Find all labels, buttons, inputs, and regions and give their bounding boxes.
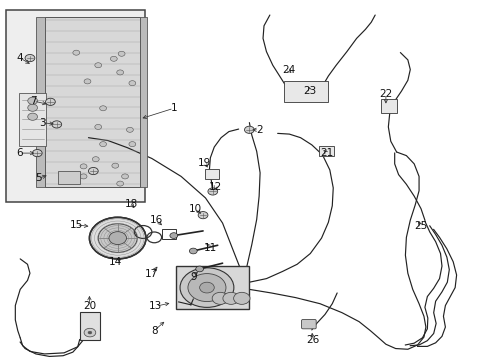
- Text: 26: 26: [305, 334, 319, 345]
- Text: 16: 16: [150, 215, 163, 225]
- Text: 17: 17: [145, 269, 158, 279]
- Circle shape: [198, 212, 207, 219]
- Circle shape: [25, 54, 35, 62]
- Bar: [283, 81, 328, 102]
- Circle shape: [212, 292, 228, 304]
- Circle shape: [95, 63, 102, 68]
- Circle shape: [28, 104, 38, 111]
- Circle shape: [118, 51, 125, 56]
- Text: 2: 2: [255, 125, 262, 135]
- Text: 13: 13: [149, 301, 162, 311]
- Text: 23: 23: [303, 86, 316, 96]
- Circle shape: [28, 97, 38, 104]
- Bar: [36, 17, 44, 187]
- Text: 15: 15: [69, 220, 83, 230]
- Text: 3: 3: [39, 118, 45, 128]
- Bar: [380, 99, 396, 113]
- Circle shape: [109, 231, 126, 244]
- Bar: [80, 312, 100, 339]
- Text: 11: 11: [203, 243, 217, 253]
- Circle shape: [180, 268, 233, 307]
- Circle shape: [84, 328, 96, 337]
- Bar: [140, 17, 147, 187]
- Circle shape: [28, 113, 38, 120]
- FancyBboxPatch shape: [301, 319, 316, 329]
- Circle shape: [169, 233, 177, 238]
- Text: 18: 18: [124, 199, 138, 210]
- Circle shape: [95, 125, 102, 130]
- Text: 20: 20: [82, 301, 96, 311]
- Circle shape: [73, 50, 80, 55]
- Circle shape: [189, 248, 197, 254]
- Text: 5: 5: [35, 173, 42, 183]
- Circle shape: [100, 141, 106, 147]
- Circle shape: [117, 70, 123, 75]
- Circle shape: [100, 106, 106, 111]
- Text: 25: 25: [413, 221, 427, 231]
- Bar: [176, 266, 249, 309]
- Bar: [318, 145, 333, 156]
- Text: 9: 9: [190, 272, 196, 282]
- Text: 8: 8: [151, 325, 157, 336]
- Text: 1: 1: [170, 103, 177, 113]
- Text: 14: 14: [109, 257, 122, 267]
- Circle shape: [88, 167, 98, 175]
- Circle shape: [45, 98, 55, 105]
- Circle shape: [84, 79, 91, 84]
- Circle shape: [98, 224, 137, 252]
- Circle shape: [88, 331, 92, 334]
- Circle shape: [92, 157, 99, 162]
- Circle shape: [187, 274, 225, 302]
- Bar: [161, 229, 176, 239]
- Circle shape: [110, 56, 117, 61]
- Circle shape: [80, 164, 87, 169]
- Circle shape: [32, 149, 42, 157]
- Bar: [19, 93, 46, 146]
- Circle shape: [223, 292, 239, 304]
- Circle shape: [129, 81, 136, 86]
- Text: 4: 4: [17, 53, 23, 63]
- Text: 19: 19: [198, 158, 211, 168]
- Circle shape: [195, 266, 203, 272]
- Circle shape: [244, 126, 254, 134]
- Circle shape: [199, 282, 214, 293]
- Circle shape: [117, 181, 123, 186]
- Text: 7: 7: [30, 96, 37, 106]
- Circle shape: [207, 188, 217, 195]
- Circle shape: [112, 163, 119, 168]
- Circle shape: [233, 292, 249, 304]
- Text: 12: 12: [208, 182, 222, 192]
- Circle shape: [126, 127, 133, 132]
- Text: 10: 10: [189, 204, 202, 214]
- Circle shape: [52, 121, 61, 128]
- Bar: [204, 168, 219, 179]
- Circle shape: [122, 174, 128, 179]
- Circle shape: [129, 141, 136, 147]
- Circle shape: [80, 174, 87, 179]
- Text: 21: 21: [319, 148, 332, 158]
- Circle shape: [89, 217, 146, 259]
- FancyBboxPatch shape: [58, 171, 80, 184]
- Text: 24: 24: [281, 64, 294, 75]
- Text: 6: 6: [16, 148, 22, 158]
- Text: 22: 22: [379, 89, 392, 99]
- Bar: [5, 10, 144, 202]
- Bar: [44, 17, 140, 187]
